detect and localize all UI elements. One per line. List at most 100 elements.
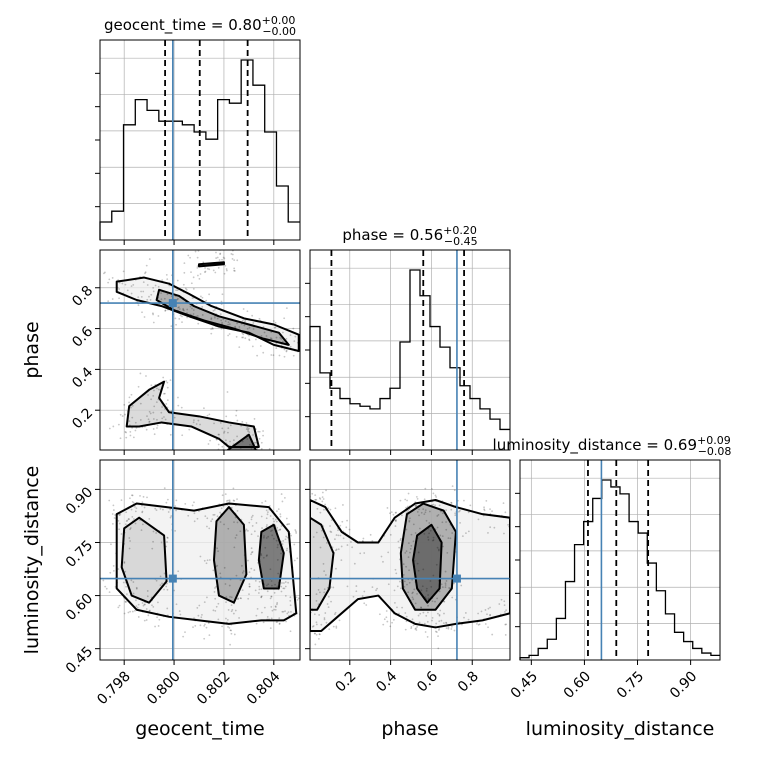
sample-point [276, 602, 279, 604]
sample-point [253, 569, 256, 571]
contour-line [399, 502, 457, 611]
sample-point [219, 521, 222, 523]
sample-point [262, 536, 265, 539]
sample-point [276, 585, 279, 588]
sample-point [289, 334, 292, 337]
sample-point [170, 515, 173, 517]
sample-point [233, 546, 236, 549]
sample-point [283, 582, 285, 584]
sample-point [225, 415, 228, 418]
sample-point [217, 602, 220, 605]
sample-point [258, 317, 261, 320]
sample-point [239, 530, 242, 533]
sample-point [351, 546, 354, 549]
sample-point [180, 406, 183, 409]
sample-point [412, 591, 414, 594]
sample-point [204, 623, 206, 626]
sample-point [131, 416, 134, 419]
sample-point [437, 514, 440, 516]
sample-point [307, 641, 309, 643]
sample-point [208, 559, 211, 561]
sample-point [244, 337, 247, 340]
sample-point [306, 514, 308, 516]
sample-point [248, 326, 251, 329]
sample-point [335, 625, 338, 628]
sample-point [264, 546, 267, 549]
sample-point [260, 553, 263, 555]
sample-point [489, 508, 491, 510]
sample-point [193, 520, 196, 523]
sample-point [442, 622, 445, 625]
sample-point [260, 515, 263, 518]
sample-point [493, 526, 496, 529]
y-axis-label-phase: phase [21, 321, 43, 378]
sample-point [417, 569, 420, 572]
sample-point [226, 619, 229, 621]
sample-point [137, 616, 140, 618]
sample-point [227, 323, 230, 326]
sample-point [160, 541, 163, 544]
sample-point [213, 591, 216, 593]
sample-point [348, 528, 351, 531]
sample-point [137, 296, 140, 299]
x-tick-label: 0.45 [508, 668, 541, 701]
sample-point [165, 403, 168, 405]
sample-point [435, 631, 438, 633]
sample-point [346, 585, 349, 588]
sample-point [140, 295, 143, 298]
sample-point [393, 589, 396, 592]
sample-point [277, 508, 280, 511]
sample-point [273, 591, 276, 594]
y-tick-label: 0.60 [63, 591, 96, 624]
sample-point [165, 585, 168, 588]
sample-point [270, 595, 273, 598]
sample-point [122, 270, 125, 273]
sample-point [478, 623, 481, 626]
sample-point [461, 535, 464, 538]
sample-point [131, 494, 134, 497]
sample-point [294, 335, 297, 338]
sample-point [434, 600, 436, 603]
y-tick-label: 0.45 [63, 644, 96, 677]
sample-point [183, 262, 186, 264]
sample-point [112, 569, 115, 572]
sample-point [453, 489, 456, 492]
sample-point [192, 309, 195, 311]
sample-point [153, 389, 155, 392]
sample-point [224, 493, 227, 496]
sample-point [144, 271, 147, 274]
sample-point [286, 523, 288, 526]
sample-point [242, 308, 245, 310]
sample-point [285, 337, 288, 340]
sample-point [274, 518, 277, 521]
sample-point [515, 509, 517, 511]
sample-point [321, 491, 324, 494]
sample-point [278, 354, 281, 357]
sample-point [188, 428, 191, 431]
sample-point [243, 324, 246, 327]
sample-point [428, 510, 431, 513]
sample-point [166, 541, 168, 543]
title-sup: +0.09 [697, 434, 731, 447]
sample-point [184, 287, 187, 290]
sample-point [285, 307, 288, 309]
sample-point [222, 456, 224, 458]
sample-point [278, 623, 281, 625]
sample-point [337, 548, 340, 551]
sample-point [225, 268, 228, 270]
sample-point [169, 508, 172, 511]
sample-point [129, 540, 131, 542]
sample-point [383, 618, 386, 621]
sample-point [281, 543, 284, 545]
sample-point [352, 595, 355, 598]
sample-point [177, 396, 179, 399]
sample-point [235, 335, 238, 338]
sample-point [108, 591, 111, 594]
sample-point [323, 591, 326, 594]
sample-point [248, 593, 250, 596]
sample-point [413, 588, 416, 591]
sample-point [275, 347, 278, 350]
sample-point [118, 528, 121, 531]
sample-point [206, 559, 209, 562]
sample-point [253, 530, 256, 533]
